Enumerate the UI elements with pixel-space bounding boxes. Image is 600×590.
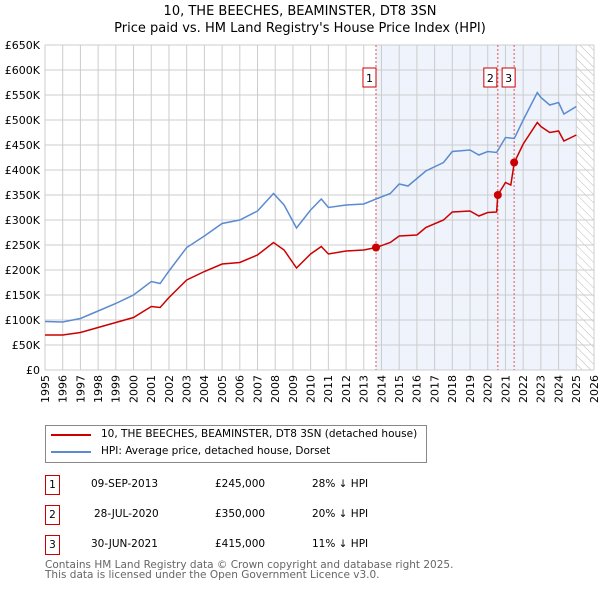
y-tick-label: £250K (5, 239, 41, 252)
sale-label: 1 (366, 72, 373, 85)
legend-swatch-hpi (51, 451, 91, 453)
hpi-line (44, 91, 577, 323)
x-tick-label: 2017 (428, 375, 441, 403)
y-tick-label: £500K (5, 114, 41, 127)
chart-title: 10, THE BEECHES, BEAMINSTER, DT8 3SN (163, 4, 437, 19)
x-tick-label: 2001 (145, 375, 158, 403)
x-tick-label: 2006 (234, 375, 247, 403)
y-tick-label: £150K (5, 289, 41, 302)
x-tick-label: 1996 (57, 375, 70, 403)
y-tick-label: £200K (5, 264, 41, 277)
x-tick-label: 2013 (358, 375, 371, 403)
transaction-price: £245,000 (215, 478, 266, 490)
y-tick-label: £100K (5, 314, 41, 327)
y-tick-label: £650K (5, 39, 41, 52)
x-tick-label: 2020 (482, 375, 495, 403)
x-tick-label: 1998 (92, 375, 105, 403)
transaction-price: £415,000 (215, 538, 266, 550)
x-tick-label: 1999 (110, 375, 123, 403)
sale-label-box (362, 67, 377, 88)
legend-label-property: 10, THE BEECHES, BEAMINSTER, DT8 3SN (de… (101, 428, 418, 440)
x-tick-label: 1995 (39, 375, 52, 403)
x-tick-label: 2023 (535, 375, 548, 403)
sale-label-box (501, 67, 516, 88)
hatched-forecast-region (576, 45, 594, 370)
transaction-hpi: 20% ↓ HPI (312, 508, 369, 520)
x-tick-label: 1997 (74, 375, 87, 403)
y-tick-label: £600K (5, 64, 41, 77)
shaded-region (375, 45, 577, 370)
x-tick-label: 2016 (411, 375, 424, 403)
x-tick-label: 2010 (304, 375, 317, 403)
x-tick-label: 2024 (552, 375, 565, 403)
footer: Contains HM Land Registry data © Crown c… (45, 559, 454, 581)
x-tick-label: 2003 (181, 375, 194, 403)
x-tick-label: 2011 (322, 375, 335, 403)
transaction-row: 3 30-JUN-2021 £415,000 11% ↓ HPI (45, 535, 445, 555)
x-tick-label: 2008 (269, 375, 282, 403)
sale-label: 3 (505, 72, 512, 85)
transaction-date: 28-JUL-2020 (94, 508, 159, 520)
x-tick-label: 2007 (251, 375, 264, 403)
y-tick-label: £50K (12, 339, 41, 352)
y-tick-label: £0 (26, 364, 40, 377)
y-tick-label: £450K (5, 139, 41, 152)
transaction-price: £350,000 (215, 508, 266, 520)
x-tick-label: 2026 (588, 375, 600, 403)
x-tick-label: 2012 (340, 375, 353, 403)
legend: 10, THE BEECHES, BEAMINSTER, DT8 3SN (de… (45, 425, 427, 463)
transaction-row: 2 28-JUL-2020 £350,000 20% ↓ HPI (45, 505, 445, 525)
sale-point (493, 191, 502, 199)
transaction-badge: 3 (45, 535, 60, 555)
x-tick-label: 2000 (127, 375, 140, 403)
footer-licence: This data is licensed under the Open Gov… (45, 569, 380, 581)
x-tick-label: 2015 (393, 375, 406, 403)
x-tick-label: 2004 (198, 375, 211, 403)
transaction-hpi: 28% ↓ HPI (312, 478, 369, 490)
x-tick-label: 2019 (464, 375, 477, 403)
y-tick-label: £300K (5, 214, 41, 227)
transaction-badge: 2 (45, 505, 60, 525)
x-tick-label: 2025 (570, 375, 583, 403)
y-tick-label: £350K (5, 189, 41, 202)
y-tick-label: £550K (5, 89, 41, 102)
transaction-date: 30-JUN-2021 (91, 538, 158, 550)
sale-label: 2 (487, 72, 494, 85)
x-tick-label: 2022 (517, 375, 530, 403)
transaction-badge: 1 (45, 475, 60, 495)
x-tick-label: 2014 (375, 375, 388, 403)
x-tick-label: 2009 (287, 375, 300, 403)
legend-label-hpi: HPI: Average price, detached house, Dors… (101, 445, 331, 457)
x-tick-label: 2002 (163, 375, 176, 403)
sale-point (371, 243, 380, 252)
transaction-date: 09-SEP-2013 (91, 478, 159, 490)
footer-copyright: Contains HM Land Registry data © Crown c… (45, 559, 454, 571)
x-tick-label: 2021 (499, 375, 512, 403)
x-tick-label: 2018 (446, 375, 459, 403)
legend-swatch-property (51, 434, 91, 436)
chart-subtitle: Price paid vs. HM Land Registry's House … (114, 21, 486, 36)
transaction-hpi: 11% ↓ HPI (312, 538, 369, 550)
sale-label-box (483, 67, 498, 88)
x-tick-label: 2005 (216, 375, 229, 403)
sale-point (510, 158, 519, 167)
price-chart: 1995 1996 1997 1998 1999 2000 2001 2002 2003 2004… (5, 39, 600, 403)
y-tick-label: £400K (5, 164, 41, 177)
transaction-row: 1 09-SEP-2013 £245,000 28% ↓ HPI (45, 475, 445, 495)
